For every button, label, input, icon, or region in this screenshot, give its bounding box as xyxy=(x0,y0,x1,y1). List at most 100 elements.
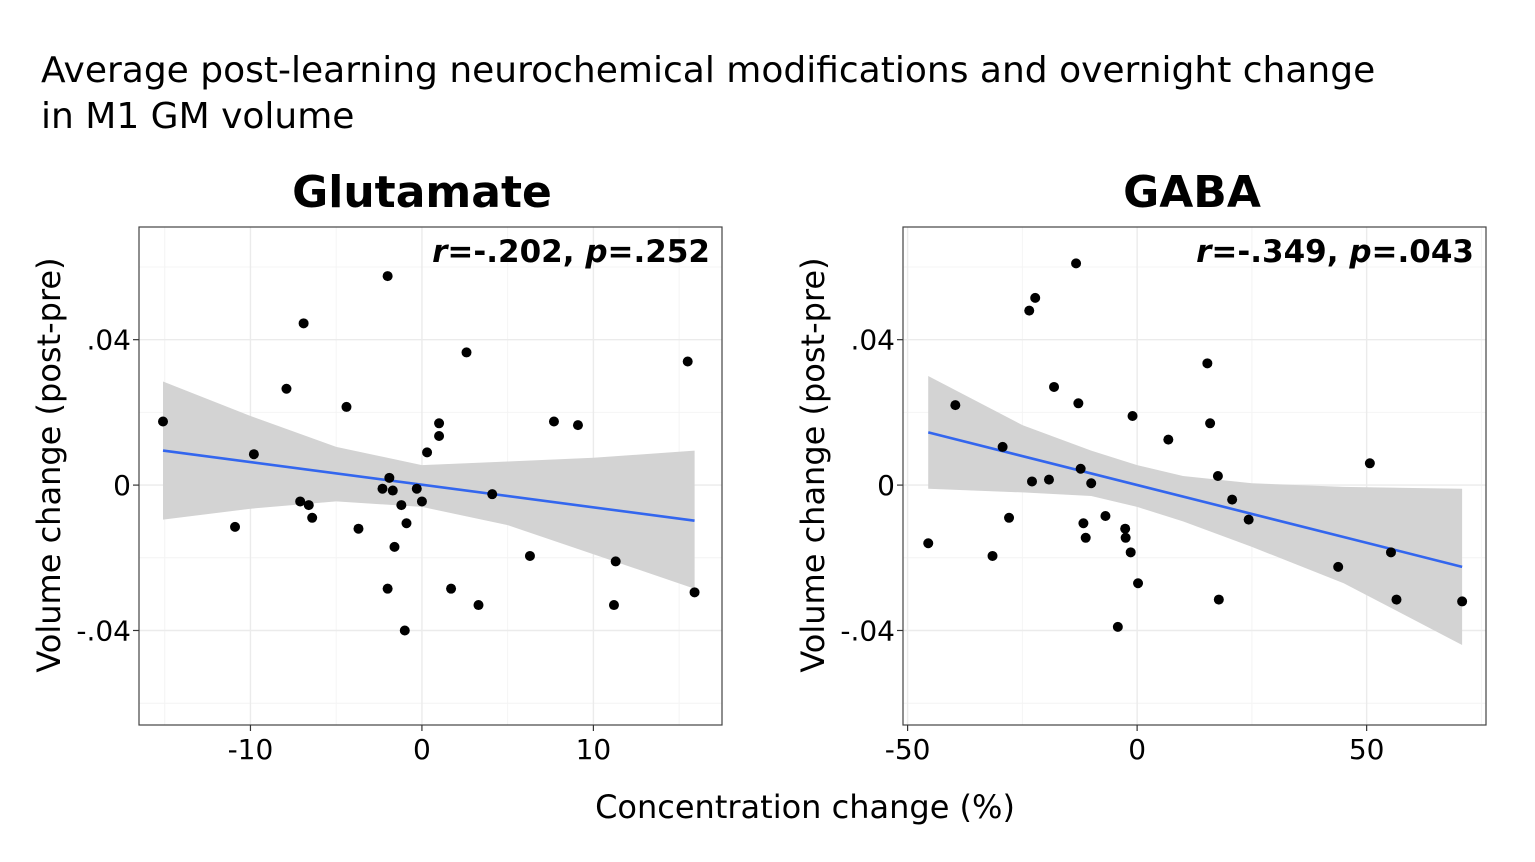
y-tick-label: .04 xyxy=(86,324,131,357)
data-point xyxy=(1163,434,1174,445)
data-point xyxy=(682,356,693,367)
data-point xyxy=(341,401,352,412)
data-point xyxy=(298,318,309,329)
data-point xyxy=(1100,510,1111,521)
data-point xyxy=(1086,478,1097,489)
data-point xyxy=(1073,398,1084,409)
data-point xyxy=(434,431,445,442)
data-point xyxy=(572,420,583,431)
data-point xyxy=(382,583,393,594)
y-tick-label: 0 xyxy=(877,469,895,502)
stat-symbol: p xyxy=(584,234,607,270)
data-point xyxy=(1026,476,1037,487)
regression-line xyxy=(162,449,695,522)
data-point xyxy=(950,400,961,411)
data-point xyxy=(1127,411,1138,422)
stat-symbol: p xyxy=(1348,234,1371,270)
data-point xyxy=(1391,594,1402,605)
data-point xyxy=(487,489,498,500)
x-tick-label: -10 xyxy=(228,733,274,766)
x-tick-label: -50 xyxy=(885,733,931,766)
data-point xyxy=(411,483,422,494)
data-point xyxy=(281,383,292,394)
data-point xyxy=(353,523,364,534)
data-point xyxy=(548,416,559,427)
data-point xyxy=(923,538,934,549)
data-point xyxy=(384,472,395,483)
y-axis-label: Volume change (post-pre) xyxy=(30,257,68,672)
data-point xyxy=(416,496,427,507)
data-point xyxy=(1120,523,1131,534)
stat-value: =-.202, xyxy=(447,234,585,270)
data-point xyxy=(1202,358,1213,369)
shared-x-axis-label: Concentration change (%) xyxy=(595,788,1015,826)
stat-value: =.252 xyxy=(608,234,710,270)
panel-title: Glutamate xyxy=(292,167,552,218)
stat-value: =.043 xyxy=(1372,234,1474,270)
data-point xyxy=(1205,418,1216,429)
data-point xyxy=(1333,561,1344,572)
y-axis-label: Volume change (post-pre) xyxy=(794,257,832,672)
data-point xyxy=(401,518,412,529)
data-point xyxy=(422,447,433,458)
data-point xyxy=(610,556,621,567)
data-point xyxy=(434,418,445,429)
data-point xyxy=(689,587,700,598)
data-point xyxy=(399,625,410,636)
y-tick-label: -.04 xyxy=(840,614,895,647)
figure-title: Average post-learning neurochemical modi… xyxy=(41,48,1441,140)
data-point xyxy=(1457,596,1468,607)
data-point xyxy=(473,600,484,611)
glutamate-panel: -10 0 10 -.04 0 .04 Glutamate r=-.202, p=.252 Vo… xyxy=(30,167,723,766)
data-point xyxy=(1024,305,1035,316)
data-point xyxy=(987,550,998,561)
data-point xyxy=(1364,458,1375,469)
data-point xyxy=(1075,463,1086,474)
figure-title-line1: Average post-learning neurochemical modi… xyxy=(41,50,1376,91)
stat-symbol: r xyxy=(432,234,449,270)
confidence-band xyxy=(928,376,1463,645)
data-point xyxy=(524,550,535,561)
figure-title-line2: in M1 GM volume xyxy=(41,96,355,137)
data-point xyxy=(158,416,169,427)
stats-annotation: r=-.349, p=.043 xyxy=(1196,234,1474,270)
x-tick-label: 0 xyxy=(413,733,431,766)
data-point xyxy=(1071,258,1082,269)
data-point xyxy=(608,600,619,611)
data-point xyxy=(446,583,457,594)
y-tick-label: 0 xyxy=(113,469,131,502)
data-point xyxy=(1243,514,1254,525)
data-point xyxy=(303,500,314,511)
data-point xyxy=(382,271,393,282)
data-point xyxy=(1133,578,1144,589)
data-point xyxy=(230,521,241,532)
x-tick-label: 10 xyxy=(576,733,612,766)
gaba-panel: -50 0 50 -.04 0 .04 GABA r=-.349, p=.043 Volume … xyxy=(794,167,1487,766)
data-point xyxy=(248,449,259,460)
panel-border xyxy=(902,226,1487,726)
data-point xyxy=(377,483,388,494)
data-point xyxy=(1385,547,1396,558)
data-point xyxy=(1120,532,1131,543)
stat-value: =-.349, xyxy=(1211,234,1349,270)
data-point xyxy=(1125,547,1136,558)
panel-border xyxy=(138,226,723,726)
regression-line xyxy=(927,431,1463,569)
y-tick-label: .04 xyxy=(850,324,895,357)
data-point xyxy=(1080,532,1091,543)
data-point xyxy=(1043,474,1054,485)
data-point xyxy=(1030,292,1041,303)
stat-symbol: r xyxy=(1196,234,1213,270)
data-point xyxy=(307,512,318,523)
x-tick-label: 0 xyxy=(1128,733,1146,766)
data-point xyxy=(1049,381,1060,392)
y-tick-label: -.04 xyxy=(76,614,131,647)
data-point xyxy=(295,496,306,507)
data-point xyxy=(387,485,398,496)
data-point xyxy=(461,347,472,358)
data-point xyxy=(1212,471,1223,481)
data-point xyxy=(1112,621,1123,632)
data-point xyxy=(389,541,400,552)
data-point xyxy=(1004,512,1015,523)
